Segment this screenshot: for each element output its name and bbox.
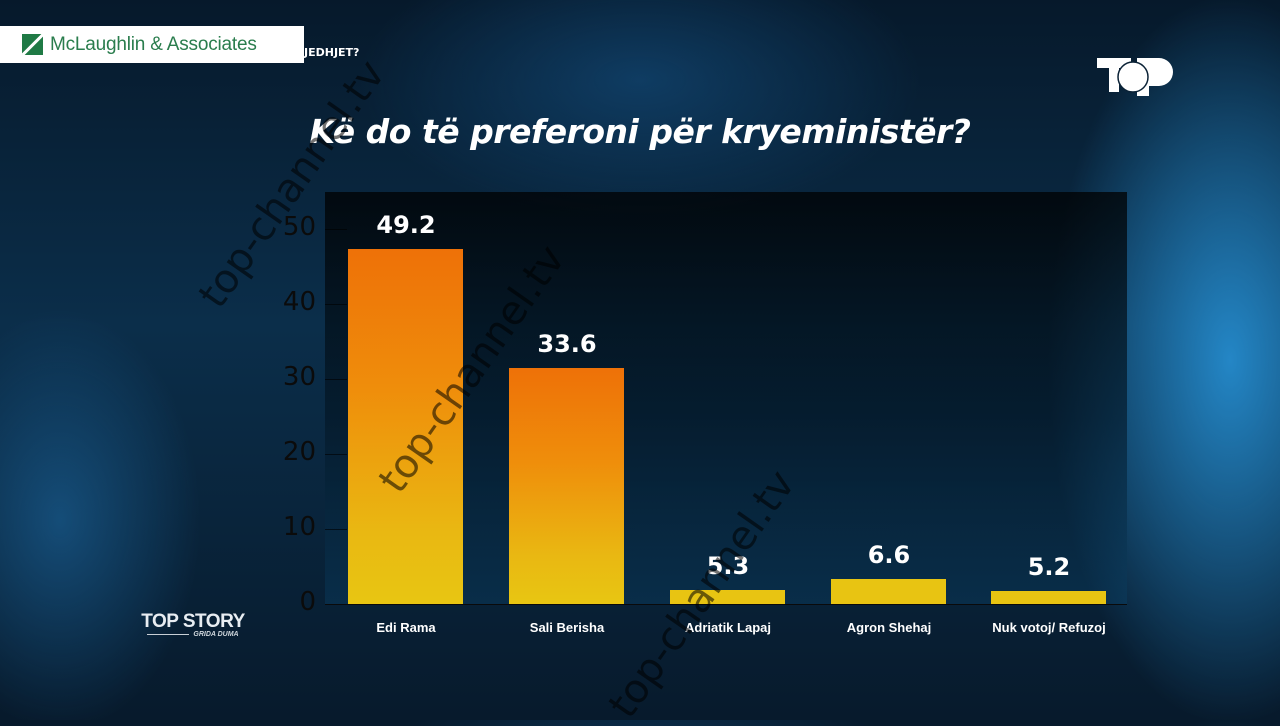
y-tick-label: 20 (282, 437, 316, 467)
bar (831, 579, 946, 604)
bar-value-label: 49.2 (376, 211, 436, 239)
show-host: GRIDA DUMA (193, 631, 239, 638)
category-label: Agron Shehaj (846, 620, 932, 635)
bar-value-label: 5.3 (706, 552, 750, 580)
y-tick-label: 30 (282, 362, 316, 392)
x-axis-line (325, 604, 1127, 605)
category-label: Adriatik Lapaj (685, 620, 771, 635)
show-logo: TOP STORY GRIDA DUMA (128, 611, 258, 638)
y-tick-label: 40 (282, 287, 316, 317)
category-label: Edi Rama (376, 620, 436, 635)
subtitle-fragment: JEDHJET? (304, 46, 360, 59)
y-tick-mark (325, 529, 347, 530)
show-logo-rule (147, 634, 190, 635)
y-tick-mark (325, 229, 347, 230)
y-tick-label: 0 (299, 587, 316, 617)
y-tick-label: 10 (282, 512, 316, 542)
channel-logo-icon (1097, 58, 1173, 96)
category-label: Nuk votoj/ Refuzoj (992, 620, 1106, 635)
pollster-logo-icon (22, 34, 43, 55)
bar (348, 249, 463, 604)
chart-title: Kë do të preferoni për kryeministër? (309, 112, 971, 151)
bar-value-label: 33.6 (537, 330, 597, 358)
bar-value-label: 5.2 (1027, 553, 1071, 581)
pollster-badge: McLaughlin & Associates (0, 26, 304, 63)
y-tick-label: 50 (282, 212, 316, 242)
category-label: Sali Berisha (529, 620, 605, 635)
show-title: TOP STORY (141, 611, 245, 632)
bar (509, 368, 624, 604)
y-tick-mark (325, 304, 347, 305)
bar (670, 590, 785, 604)
bar (991, 591, 1106, 604)
pollster-name: McLaughlin & Associates (50, 33, 257, 55)
bar-value-label: 6.6 (867, 541, 911, 569)
y-tick-mark (325, 454, 347, 455)
y-tick-mark (325, 379, 347, 380)
